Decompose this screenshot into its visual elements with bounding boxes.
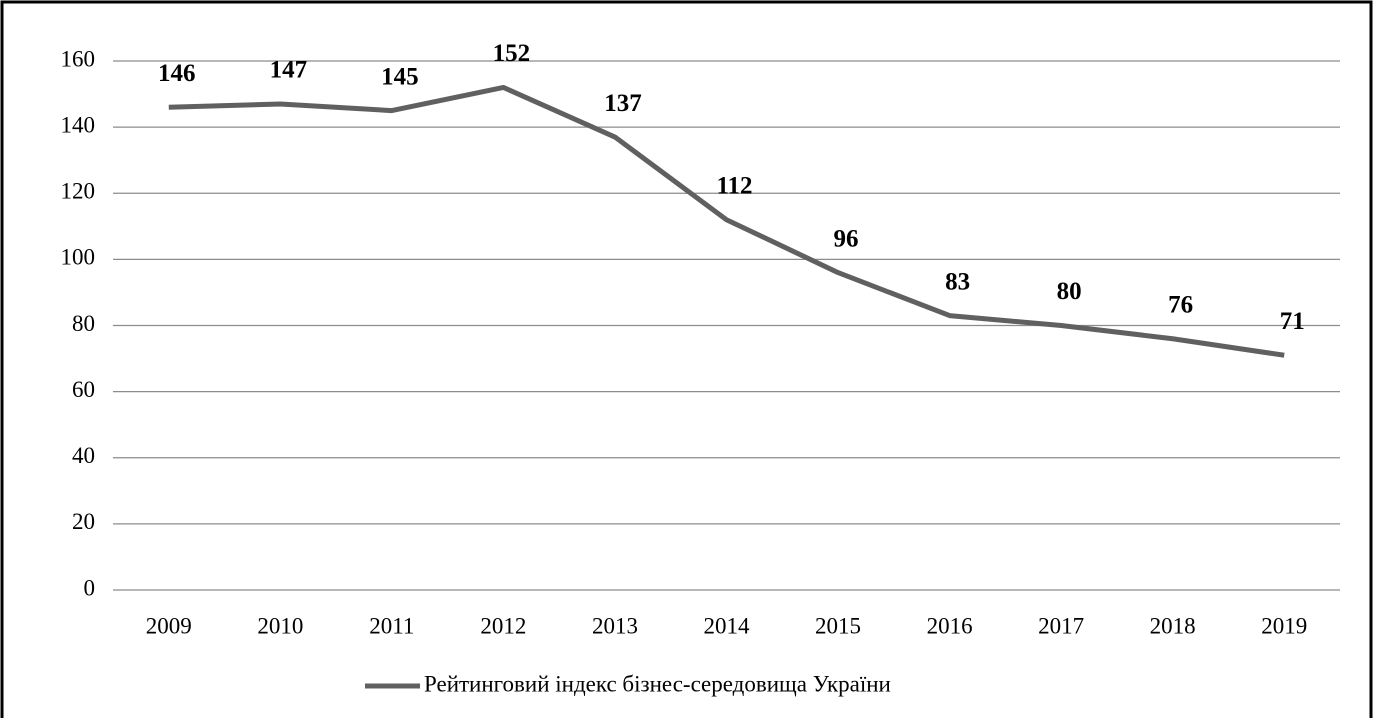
data-label: 152 <box>493 40 531 67</box>
data-label: 137 <box>604 90 642 117</box>
data-label: 146 <box>158 60 196 87</box>
data-label: 96 <box>834 225 859 252</box>
y-tick-label: 20 <box>72 509 95 534</box>
y-tick-label: 60 <box>72 377 95 402</box>
y-tick-label: 140 <box>61 112 96 137</box>
x-tick-label: 2013 <box>592 613 638 638</box>
data-label: 80 <box>1057 278 1082 305</box>
data-label: 145 <box>381 63 419 90</box>
data-label: 147 <box>270 57 308 84</box>
data-label: 83 <box>945 268 970 295</box>
y-tick-label: 160 <box>61 46 96 71</box>
x-tick-label: 2016 <box>927 613 973 638</box>
line <box>168 84 1285 358</box>
y-tick-label: 0 <box>84 575 96 600</box>
data-label: 112 <box>716 172 752 199</box>
x-tick-label: 2009 <box>146 613 192 638</box>
data-label: 76 <box>1168 291 1193 318</box>
x-tick-label: 2011 <box>369 613 414 638</box>
x-tick-label: 2017 <box>1038 613 1084 638</box>
y-tick-label: 100 <box>61 245 96 270</box>
y-tick-label: 120 <box>61 179 96 204</box>
x-tick-label: 2014 <box>704 613 751 638</box>
y-tick-label: 40 <box>72 443 95 468</box>
x-tick-label: 2018 <box>1150 613 1196 638</box>
x-tick-label: 2010 <box>257 613 303 638</box>
data-label: 71 <box>1280 308 1305 335</box>
x-tick-label: 2012 <box>480 613 526 638</box>
x-tick-label: 2019 <box>1261 613 1307 638</box>
legend-label: Рейтинговий індекс бізнес-середовища Укр… <box>424 671 891 696</box>
x-tick-label: 2015 <box>815 613 861 638</box>
y-tick-label: 80 <box>72 311 95 336</box>
